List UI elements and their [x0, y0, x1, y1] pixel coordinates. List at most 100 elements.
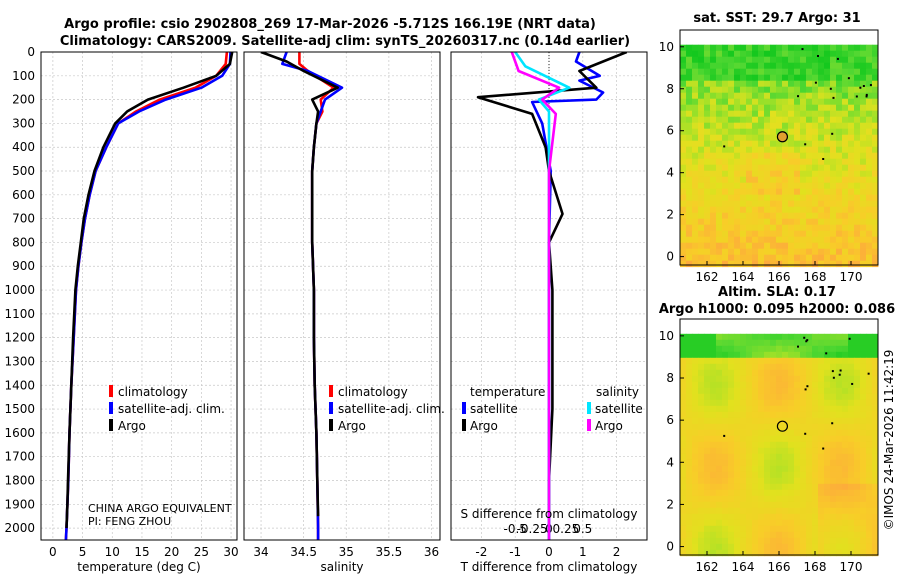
heatmap-cell — [860, 369, 867, 377]
heatmap-cell — [872, 224, 879, 232]
heatmap-cell — [716, 146, 723, 154]
heatmap-cell — [770, 375, 777, 383]
heatmap-cell — [842, 86, 849, 94]
heatmap-cell — [704, 80, 711, 88]
heatmap-cell — [842, 513, 849, 521]
heatmap-cell — [728, 417, 735, 425]
heatmap-cell — [734, 44, 741, 52]
heatmap-cell — [842, 140, 849, 148]
heatmap-cell — [692, 128, 699, 136]
heatmap-cell — [842, 363, 849, 371]
heatmap-cell — [794, 537, 801, 545]
y-tick-label: 2000 — [4, 521, 35, 535]
heatmap-cell — [848, 513, 855, 521]
heatmap-cell — [722, 44, 729, 52]
heatmap-cell — [860, 387, 867, 395]
heatmap-cell — [680, 345, 687, 353]
heatmap-cell — [680, 441, 687, 449]
heatmap-cell — [830, 62, 837, 70]
heatmap-cell — [818, 86, 825, 94]
heatmap-cell — [770, 429, 777, 437]
heatmap-cell — [776, 453, 783, 461]
x-tick-label: 20 — [164, 545, 179, 559]
heatmap-cell — [770, 507, 777, 515]
heatmap-cell — [788, 182, 795, 190]
heatmap-cell — [746, 459, 753, 467]
heatmap-cell — [740, 128, 747, 136]
map-y-tick-label: 8 — [666, 371, 674, 385]
heatmap-cell — [800, 236, 807, 244]
heatmap-cell — [812, 110, 819, 118]
heatmap-cell — [848, 411, 855, 419]
heatmap-cell — [680, 465, 687, 473]
heatmap-cell — [692, 483, 699, 491]
heatmap-cell — [734, 471, 741, 479]
heatmap-cell — [866, 381, 873, 389]
heatmap-cell — [842, 224, 849, 232]
heatmap-cell — [692, 92, 699, 100]
heatmap-cell — [866, 194, 873, 202]
heatmap-cell — [854, 525, 861, 533]
heatmap-cell — [854, 489, 861, 497]
heatmap-cell — [698, 417, 705, 425]
heatmap-cell — [872, 44, 879, 52]
heatmap-cell — [740, 254, 747, 262]
heatmap-cell — [872, 381, 879, 389]
heatmap-cell — [698, 74, 705, 82]
heatmap-cell — [710, 50, 717, 58]
heatmap-cell — [818, 447, 825, 455]
heatmap-cell — [722, 357, 729, 365]
heatmap-cell — [860, 56, 867, 64]
heatmap-cell — [860, 429, 867, 437]
heatmap-cell — [806, 176, 813, 184]
heatmap-cell — [686, 74, 693, 82]
heatmap-cell — [860, 50, 867, 58]
heatmap-cell — [818, 164, 825, 172]
heatmap-cell — [740, 110, 747, 118]
s-difference-tick-labels: -0.5-0.250 0.250.5 — [503, 522, 592, 536]
heatmap-cell — [836, 200, 843, 208]
heatmap-cell — [860, 92, 867, 100]
heatmap-cell — [752, 164, 759, 172]
heatmap-cell — [860, 194, 867, 202]
island-dot — [859, 86, 862, 89]
heatmap-cell — [782, 387, 789, 395]
heatmap-cell — [830, 110, 837, 118]
heatmap-cell — [692, 74, 699, 82]
heatmap-cell — [680, 453, 687, 461]
heatmap-cell — [710, 98, 717, 106]
heatmap-cell — [734, 260, 741, 268]
heatmap-cell — [860, 134, 867, 142]
heatmap-cell — [782, 459, 789, 467]
heatmap-cell — [704, 489, 711, 497]
heatmap-cell — [824, 140, 831, 148]
heatmap-cell — [812, 62, 819, 70]
heatmap-cell — [848, 387, 855, 395]
heatmap-cell — [758, 453, 765, 461]
heatmap-cell — [764, 375, 771, 383]
heatmap-cell — [836, 110, 843, 118]
heatmap-cell — [782, 333, 789, 341]
heatmap-cell — [800, 339, 807, 347]
heatmap-cell — [734, 459, 741, 467]
heatmap-cell — [746, 369, 753, 377]
heatmap-cell — [752, 170, 759, 178]
heatmap-cell — [782, 218, 789, 226]
heatmap-cell — [812, 236, 819, 244]
heatmap-cell — [842, 333, 849, 341]
heatmap-cell — [818, 182, 825, 190]
heatmap-cell — [758, 152, 765, 160]
figure-title-line1: Argo profile: csio 2902808_269 17-Mar-20… — [64, 17, 596, 32]
heatmap-cell — [698, 104, 705, 112]
heatmap-cell — [872, 62, 879, 70]
heatmap-cell — [746, 260, 753, 268]
heatmap-cell — [764, 405, 771, 413]
y-tick-label: 800 — [12, 235, 35, 249]
heatmap-cell — [818, 212, 825, 220]
heatmap-cell — [830, 537, 837, 545]
heatmap-cell — [854, 50, 861, 58]
heatmap-cell — [692, 242, 699, 250]
heatmap-cell — [710, 549, 717, 557]
heatmap-cell — [686, 44, 693, 52]
heatmap-cell — [692, 182, 699, 190]
